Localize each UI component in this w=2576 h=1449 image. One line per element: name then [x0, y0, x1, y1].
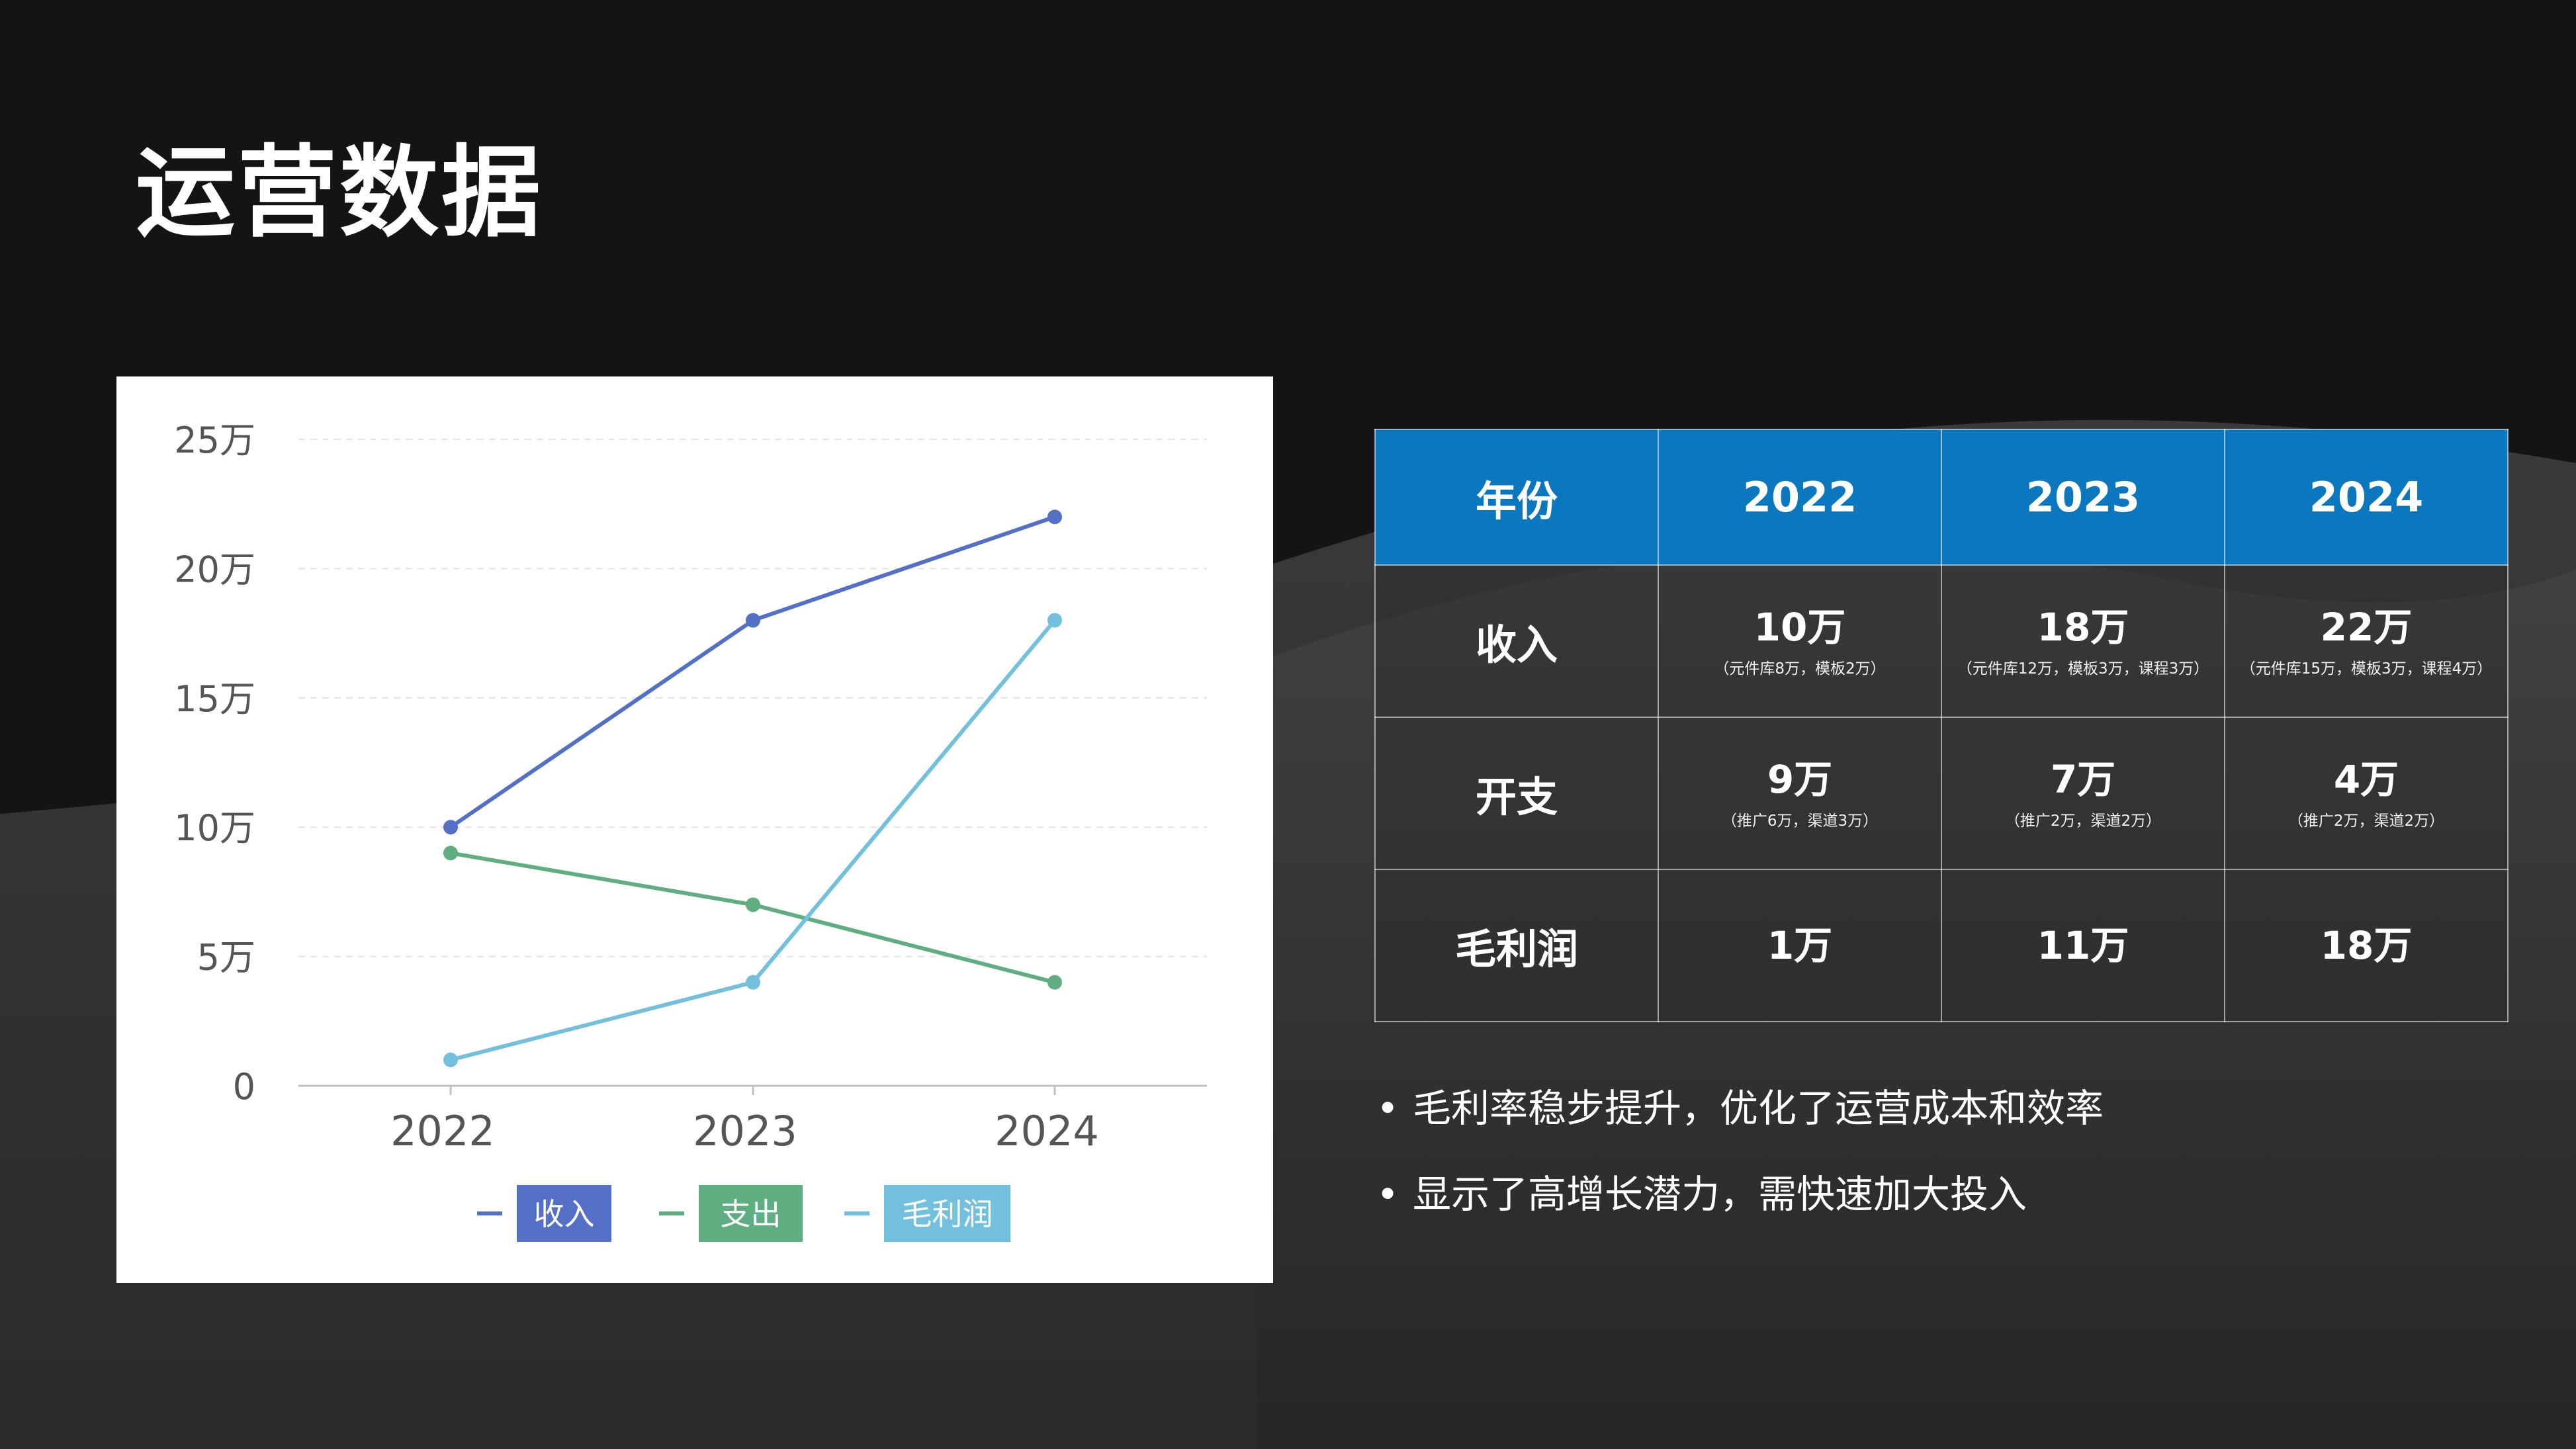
line-chart: 0 5万 10万 15万 20万 25万 2022 2023 2024 收入 支出 毛利润	[174, 419, 1207, 1242]
table-row-revenue: 收入 10万 （元件库8万，模板2万） 18万 （元件库12万，模板3万，课程3…	[1374, 564, 2509, 718]
cell-value: 18万	[2037, 605, 2129, 650]
table-cell: 4万 （推广2万，渠道2万）	[2224, 717, 2509, 870]
legend-label: 支出	[721, 1196, 781, 1232]
cell-note: （元件库8万，模板2万）	[1714, 660, 1886, 678]
data-point	[746, 613, 760, 628]
bullet-item: • 毛利率稳步提升，优化了运营成本和效率	[1376, 1075, 2104, 1161]
chart-card: 0 5万 10万 15万 20万 25万 2022 2023 2024 收入 支出 毛利润	[116, 376, 1273, 1283]
cell-value: 7万	[2050, 757, 2116, 802]
legend-box	[884, 1185, 1010, 1242]
legend-box	[517, 1185, 611, 1242]
data-point	[443, 820, 458, 835]
cell-value: 22万	[2320, 605, 2413, 650]
bullet-dot-icon: •	[1376, 1172, 1399, 1217]
row-label-expense: 开支	[1374, 717, 1659, 870]
y-tick-label: 20万	[174, 549, 255, 590]
cell-note: （推广2万，渠道2万）	[2004, 812, 2162, 830]
table-cell: 18万 （元件库12万，模板3万，课程3万）	[1941, 564, 2225, 718]
bullet-text: 显示了高增长潜力，需快速加大投入	[1413, 1172, 2027, 1217]
table-cell: 7万 （推广2万，渠道2万）	[1941, 717, 2225, 870]
y-tick-label: 0	[233, 1066, 255, 1108]
series-line	[450, 619, 1057, 1062]
table-header-2024: 2024	[2224, 429, 2509, 566]
table-cell: 1万	[1658, 869, 1942, 1022]
legend-label: 收入	[534, 1196, 595, 1232]
cell-note: （推广6万，渠道3万）	[1721, 812, 1879, 830]
cell-value: 9万	[1767, 757, 1833, 802]
cell-value: 1万	[1767, 923, 1833, 968]
cell-value: 4万	[2333, 757, 2399, 802]
cell-note: （元件库12万，模板3万，课程3万）	[1957, 660, 2209, 678]
y-tick-label: 15万	[174, 678, 255, 720]
row-label-revenue: 收入	[1374, 564, 1659, 718]
bullet-item: • 显示了高增长潜力，需快速加大投入	[1376, 1161, 2104, 1247]
x-tick-label: 2022	[390, 1107, 495, 1155]
table-row-profit: 毛利润 1万 11万 18万	[1374, 869, 2509, 1022]
cell-note: （元件库15万，模板3万，课程4万）	[2240, 660, 2493, 678]
y-tick-label: 10万	[174, 807, 255, 849]
data-point	[1047, 975, 1062, 990]
y-tick-label: 5万	[197, 937, 255, 979]
table-header-2022: 2022	[1658, 429, 1942, 566]
x-tick-label: 2023	[693, 1107, 797, 1155]
bullet-list: • 毛利率稳步提升，优化了运营成本和效率 • 显示了高增长潜力，需快速加大投入	[1376, 1075, 2104, 1247]
table-cell: 9万 （推广6万，渠道3万）	[1658, 717, 1942, 870]
x-tick-label: 2024	[995, 1107, 1099, 1155]
cell-note: （推广2万，渠道2万）	[2287, 812, 2445, 830]
series-line	[449, 515, 1055, 829]
legend-box	[699, 1185, 803, 1242]
cell-value: 10万	[1754, 605, 1846, 650]
table-header-row: 年份 2022 2023 2024	[1374, 429, 2509, 566]
data-point	[443, 846, 458, 861]
table-row-expense: 开支 9万 （推广6万，渠道3万） 7万 （推广2万，渠道2万） 4万 （推广2…	[1374, 717, 2509, 870]
cell-value: 11万	[2037, 923, 2129, 968]
data-point	[746, 897, 760, 912]
cell-value: 18万	[2320, 923, 2413, 968]
table-cell: 22万 （元件库15万，模板3万，课程4万）	[2224, 564, 2509, 718]
table-header-year: 年份	[1374, 429, 1659, 566]
legend-label: 毛利润	[902, 1196, 993, 1232]
data-point	[1047, 613, 1062, 628]
table-cell: 18万	[2224, 869, 2509, 1022]
data-point	[746, 975, 760, 990]
table-header-2023: 2023	[1941, 429, 2225, 566]
table-cell: 11万	[1941, 869, 2225, 1022]
data-table: 年份 2022 2023 2024 收入 10万 （元件库8万，模板2万） 18…	[1374, 429, 2509, 1022]
table-cell: 10万 （元件库8万，模板2万）	[1658, 564, 1942, 718]
bullet-dot-icon: •	[1376, 1086, 1399, 1131]
data-point	[443, 1052, 458, 1067]
page-title: 运营数据	[136, 136, 544, 251]
row-label-profit: 毛利润	[1374, 869, 1659, 1022]
bullet-text: 毛利率稳步提升，优化了运营成本和效率	[1413, 1086, 2104, 1131]
series-line	[450, 851, 1055, 985]
data-point	[1047, 509, 1062, 525]
y-tick-label: 25万	[174, 419, 255, 461]
